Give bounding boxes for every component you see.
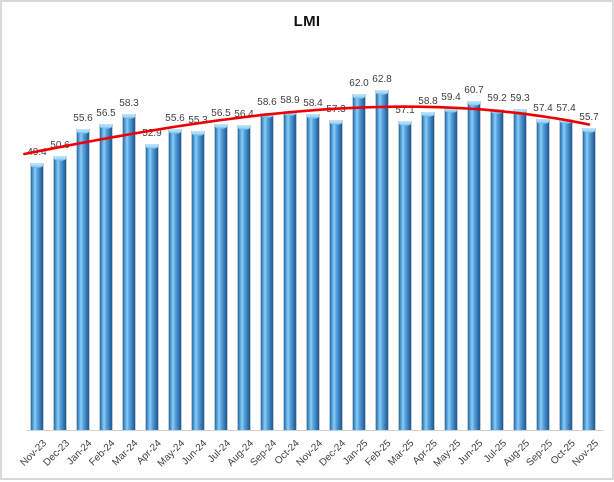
value-label: 57.3 [326,103,346,115]
bar [467,101,481,430]
bar [329,119,343,430]
bar [559,119,573,430]
bar [444,108,458,430]
bar [122,114,136,430]
bar [237,124,251,430]
value-label: 50.6 [50,140,70,152]
value-label: 62.0 [349,78,369,90]
category-label: Jun-25 [456,438,486,468]
bar [260,112,274,430]
value-label: 52.9 [142,127,162,139]
value-label: 56.4 [234,108,254,120]
bar [352,94,366,430]
x-axis-line [27,430,603,431]
bar [421,111,435,430]
value-label: 59.3 [510,92,530,104]
bar [53,156,67,430]
value-label: 62.8 [372,74,392,85]
bar [582,128,596,430]
bar [76,128,90,430]
category-label: Jun-24 [180,438,210,468]
bar [306,113,320,430]
bar [513,108,527,430]
bar [145,143,159,430]
bar [490,109,504,430]
bar [30,162,44,430]
bar [283,111,297,430]
bar [168,128,182,430]
value-label: 58.9 [280,95,300,107]
value-label: 58.4 [303,97,323,109]
bar [398,120,412,430]
value-label: 55.7 [579,112,599,124]
value-label: 58.6 [257,96,277,108]
value-label: 58.3 [119,98,139,110]
value-label: 59.4 [441,92,461,104]
bar [99,124,113,430]
chart-title: LMI [293,13,321,30]
bar [191,130,205,430]
value-label: 60.7 [464,85,484,97]
bar [536,119,550,430]
value-label: 58.8 [418,95,438,107]
bar [375,90,389,430]
bar [214,124,228,430]
value-label: 59.2 [487,93,507,105]
